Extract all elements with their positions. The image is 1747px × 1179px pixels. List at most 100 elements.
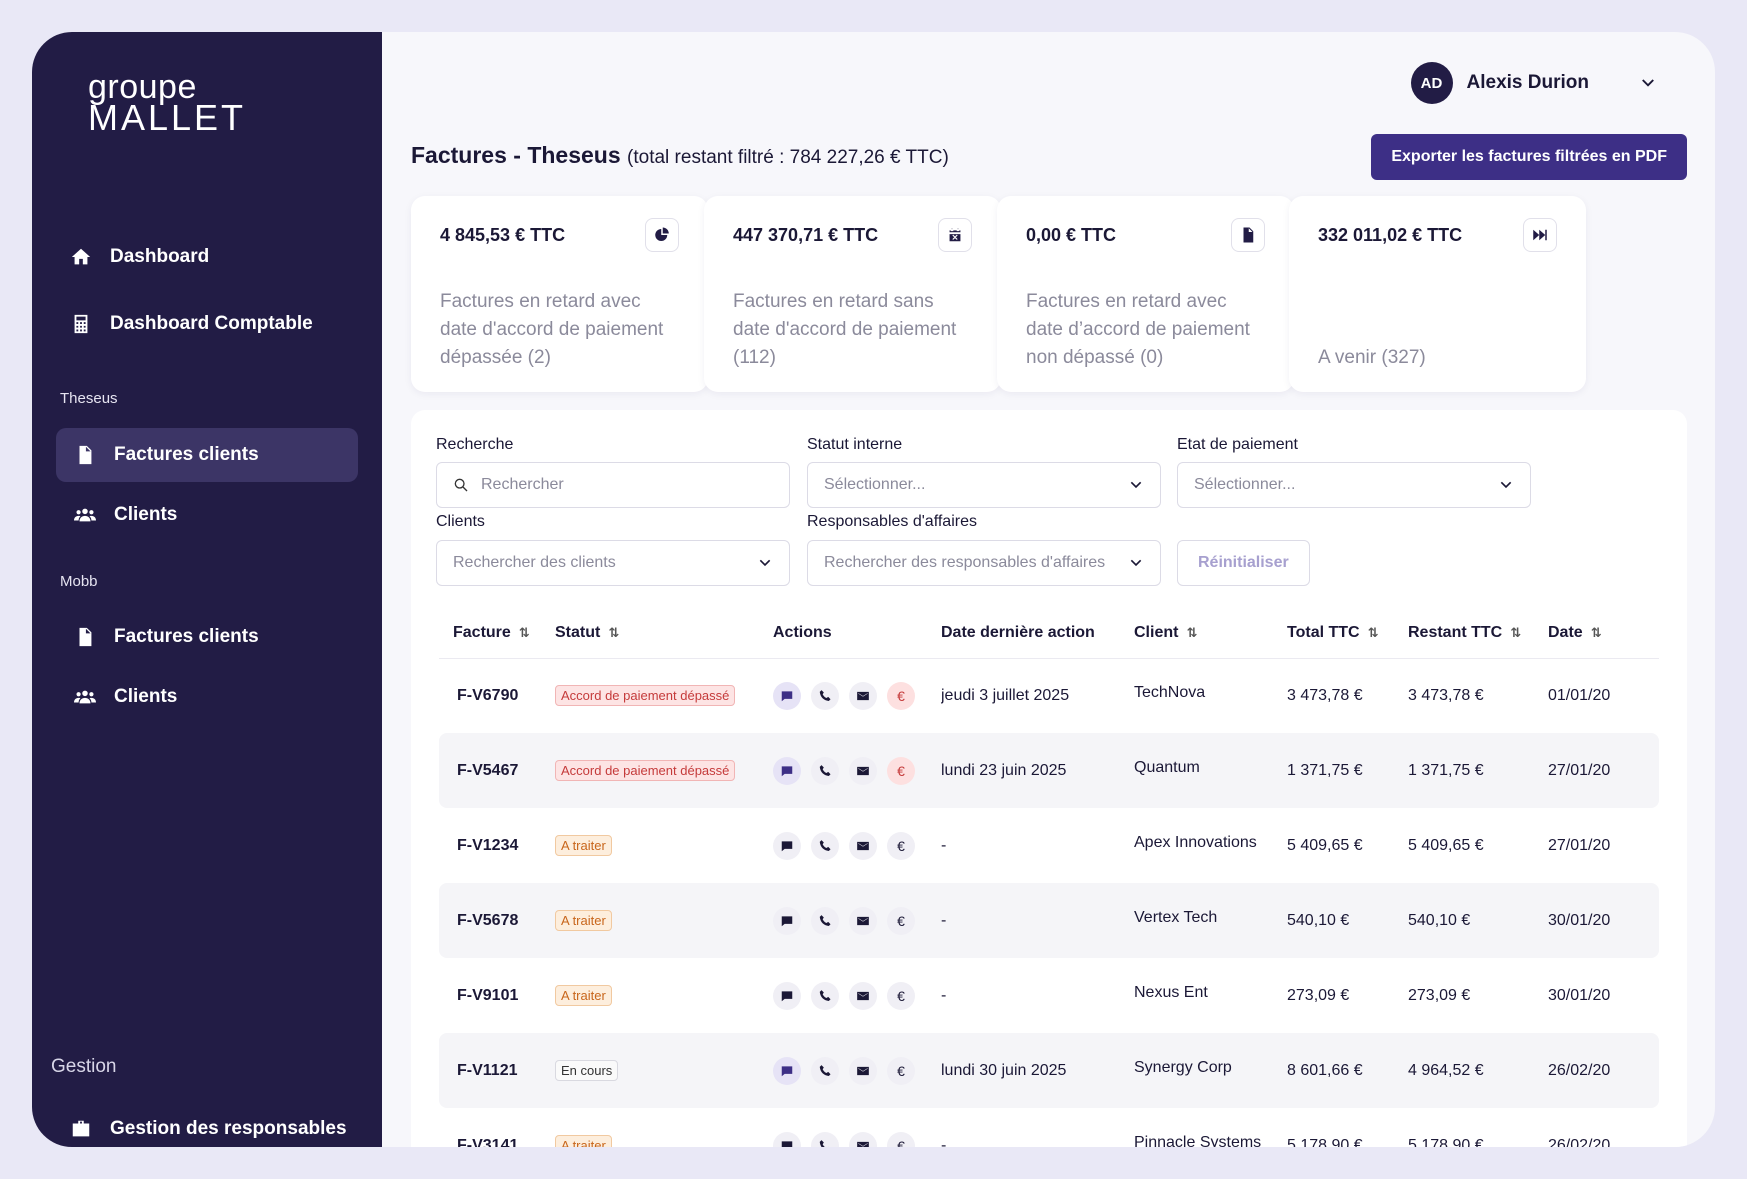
comment-icon[interactable]: [773, 981, 801, 1010]
search-placeholder: Rechercher: [481, 476, 564, 493]
card-amount: 332 011,02 € TTC: [1318, 225, 1463, 245]
table-row[interactable]: F-V6790 Accord de paiement dépassé € jeu…: [439, 658, 1659, 733]
sidebar-item-gestion-responsables[interactable]: Gestion des responsables: [56, 1102, 358, 1147]
phone-icon[interactable]: [811, 1131, 839, 1147]
sidebar-item-theseus-clients[interactable]: Clients: [56, 488, 358, 542]
phone-icon[interactable]: [811, 906, 839, 935]
section-label-theseus: Theseus: [60, 390, 118, 407]
sidebar: groupe MALLET Dashboard Dashboard Compta…: [32, 32, 382, 1147]
sort-icon[interactable]: ⇅: [1590, 624, 1602, 640]
sidebar-item-theseus-factures[interactable]: Factures clients: [56, 428, 358, 482]
statut-select[interactable]: Sélectionner...: [807, 462, 1161, 508]
table-row[interactable]: F-V1234 A traiter € - Apex Innovations 5…: [439, 808, 1659, 883]
summary-card-late-overdue[interactable]: 4 845,53 € TTC Factures en retard avec d…: [411, 196, 708, 392]
status-cell: A traiter: [555, 958, 773, 1033]
table-row[interactable]: F-V3141 A traiter € - Pinnacle Systems 5…: [439, 1108, 1659, 1147]
mail-icon[interactable]: [849, 906, 877, 935]
euro-icon[interactable]: €: [887, 1131, 915, 1147]
invoice-number[interactable]: F-V1234: [457, 836, 519, 854]
euro-icon[interactable]: €: [887, 981, 915, 1010]
euro-icon[interactable]: €: [887, 1056, 915, 1085]
actions-cell: €: [773, 883, 941, 958]
export-pdf-button[interactable]: Exporter les factures filtrées en PDF: [1371, 134, 1687, 180]
col-facture[interactable]: Facture ⇅: [439, 608, 555, 659]
sidebar-item-mobb-factures[interactable]: Factures clients: [56, 610, 358, 664]
actions-cell: €: [773, 1033, 941, 1108]
sidebar-item-label: Clients: [114, 504, 178, 525]
comment-icon[interactable]: [773, 756, 801, 785]
search-label: Recherche: [436, 436, 514, 453]
last-action-date: lundi 30 juin 2025: [941, 1033, 1134, 1108]
sidebar-item-dashboard-comptable[interactable]: Dashboard Comptable: [56, 297, 358, 351]
search-input[interactable]: Rechercher: [436, 462, 790, 508]
logo: groupe MALLET: [88, 70, 246, 136]
col-statut[interactable]: Statut ⇅: [555, 608, 773, 659]
reset-button[interactable]: Réinitialiser: [1177, 540, 1310, 586]
mail-icon[interactable]: [849, 756, 877, 785]
comment-icon[interactable]: [773, 681, 801, 710]
invoice-number[interactable]: F-V1121: [439, 1033, 555, 1108]
comment-icon[interactable]: [773, 831, 801, 860]
table-row[interactable]: F-V9101 A traiter € - Nexus Ent 273,09 €…: [439, 958, 1659, 1033]
sort-icon[interactable]: ⇅: [518, 624, 530, 640]
sidebar-item-label: Dashboard Comptable: [110, 313, 313, 334]
phone-icon[interactable]: [811, 831, 839, 860]
sort-icon[interactable]: ⇅: [608, 624, 620, 640]
sort-icon[interactable]: ⇅: [1186, 624, 1198, 640]
comment-icon[interactable]: [773, 906, 801, 935]
invoice-number[interactable]: F-V5678: [439, 883, 555, 958]
invoice-number[interactable]: F-V3141: [457, 1136, 519, 1148]
chevron-down-icon: [1130, 559, 1142, 567]
page-subtitle: (total restant filtré : 784 227,26 € TTC…: [627, 147, 949, 168]
mail-icon[interactable]: [849, 981, 877, 1010]
col-restant-ttc[interactable]: Restant TTC ⇅: [1408, 608, 1548, 659]
etat-select[interactable]: Sélectionner...: [1177, 462, 1531, 508]
sort-icon[interactable]: ⇅: [1510, 624, 1522, 640]
card-amount: 447 370,71 € TTC: [733, 225, 879, 245]
app-frame: groupe MALLET Dashboard Dashboard Compta…: [32, 32, 1715, 1147]
phone-icon[interactable]: [811, 681, 839, 710]
invoice-number[interactable]: F-V6790: [457, 686, 519, 704]
sort-icon[interactable]: ⇅: [1367, 624, 1379, 640]
euro-icon[interactable]: €: [887, 831, 915, 860]
total-ttc: 8 601,66 €: [1287, 1033, 1408, 1108]
invoice-date: 26/02/20: [1548, 1033, 1659, 1108]
sidebar-item-label: Gestion des responsables: [110, 1118, 347, 1139]
table-row[interactable]: F-V5467 Accord de paiement dépassé € lun…: [439, 733, 1659, 808]
mail-icon[interactable]: [849, 831, 877, 860]
user-name: Alexis Durion: [1466, 72, 1589, 93]
invoice-number[interactable]: F-V5467: [439, 733, 555, 808]
responsables-select[interactable]: Rechercher des responsables d'affaires: [807, 540, 1161, 586]
euro-icon[interactable]: €: [887, 756, 915, 785]
mail-icon[interactable]: [849, 1131, 877, 1147]
phone-icon[interactable]: [811, 756, 839, 785]
phone-icon[interactable]: [811, 1056, 839, 1085]
status-cell: Accord de paiement dépassé: [555, 658, 773, 733]
comment-icon[interactable]: [773, 1131, 801, 1147]
mail-icon[interactable]: [849, 681, 877, 710]
clients-select[interactable]: Rechercher des clients: [436, 540, 790, 586]
sidebar-item-dashboard[interactable]: Dashboard: [56, 230, 358, 284]
sidebar-item-mobb-clients[interactable]: Clients: [56, 670, 358, 724]
user-menu[interactable]: AD Alexis Durion: [1410, 62, 1657, 104]
card-description: Factures en retard avec date d'accord de…: [440, 291, 664, 368]
chevron-down-icon[interactable]: [1639, 74, 1657, 92]
client-name: Pinnacle Systems: [1134, 1133, 1262, 1148]
euro-icon[interactable]: €: [887, 906, 915, 935]
table-row[interactable]: F-V1121 En cours € lundi 30 juin 2025 Sy…: [439, 1033, 1659, 1108]
col-client[interactable]: Client ⇅: [1134, 608, 1287, 659]
mail-icon[interactable]: [849, 1056, 877, 1085]
comment-icon[interactable]: [773, 1056, 801, 1085]
logo-line-1: groupe: [88, 68, 197, 106]
client-name: Synergy Corp: [1134, 1033, 1287, 1108]
summary-card-late-no-agreement[interactable]: 447 370,71 € TTC Factures en retard sans…: [704, 196, 1001, 392]
col-date[interactable]: Date ⇅: [1548, 608, 1659, 659]
summary-card-upcoming[interactable]: 332 011,02 € TTC A venir (327): [1289, 196, 1586, 392]
euro-icon[interactable]: €: [887, 681, 915, 710]
invoice-number[interactable]: F-V9101: [457, 986, 519, 1004]
summary-card-late-not-passed[interactable]: 0,00 € TTC Factures en retard avec date …: [997, 196, 1294, 392]
phone-icon[interactable]: [811, 981, 839, 1010]
col-total-ttc[interactable]: Total TTC ⇅: [1287, 608, 1408, 659]
last-action-date: -: [941, 883, 1134, 958]
table-row[interactable]: F-V5678 A traiter € - Vertex Tech 540,10…: [439, 883, 1659, 958]
